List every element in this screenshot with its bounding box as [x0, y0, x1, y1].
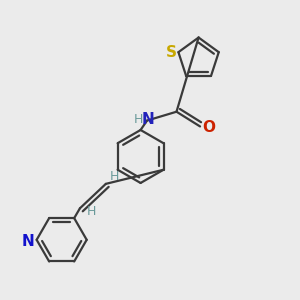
Text: H: H [134, 112, 143, 126]
Text: H: H [110, 170, 119, 183]
Text: N: N [141, 112, 154, 127]
Text: H: H [86, 205, 96, 218]
Text: O: O [202, 120, 215, 135]
Text: N: N [21, 234, 34, 249]
Text: S: S [166, 45, 177, 60]
